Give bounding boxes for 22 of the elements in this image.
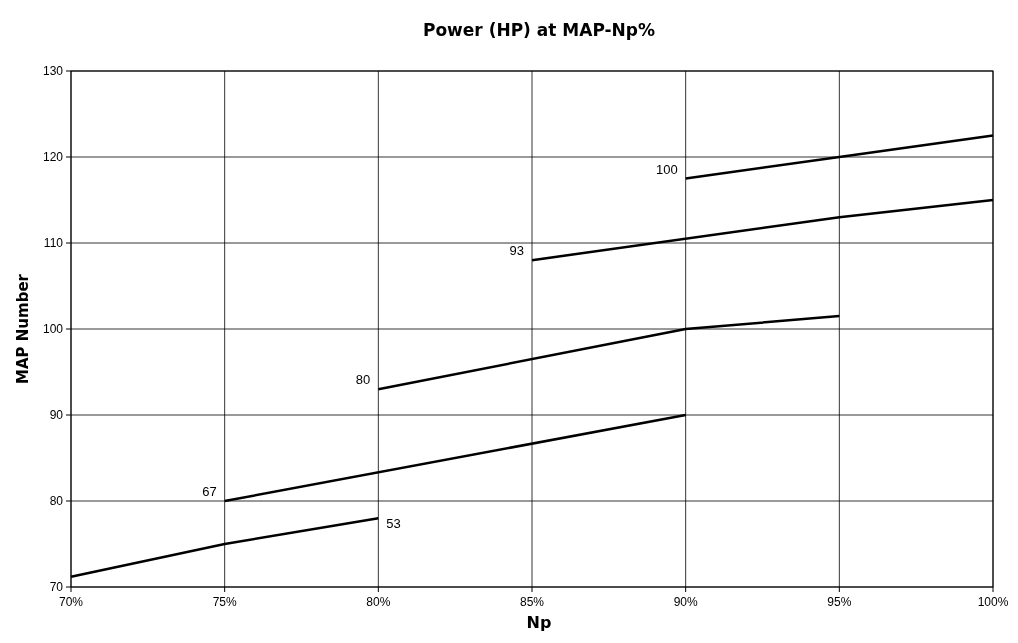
y-tick-label: 100 [42, 322, 64, 336]
chart-title: Power (HP) at MAP-Np% [422, 20, 656, 40]
x-tick-label: 75% [212, 595, 237, 609]
x-tick-label: 90% [673, 595, 698, 609]
y-tick-label: 130 [42, 64, 64, 78]
y-tick-label: 80 [49, 494, 64, 508]
annotation: 53 [386, 516, 401, 532]
x-tick-label: 95% [827, 595, 852, 609]
annotation: 80 [355, 372, 371, 388]
y-tick-label: 90 [49, 408, 64, 422]
annotation: 100 [655, 161, 678, 177]
annotation: 93 [509, 243, 524, 259]
y-axis-title: MAP Number [14, 273, 32, 384]
y-tick-label: 120 [42, 150, 64, 164]
x-tick-label: 80% [366, 595, 391, 609]
x-tick-label: 100% [977, 595, 1009, 609]
x-tick-label: 70% [58, 595, 84, 609]
x-tick-label: 85% [519, 595, 545, 609]
y-tick-label: 110 [43, 236, 64, 250]
annotation: 67 [202, 484, 217, 499]
x-axis-title: Np [526, 613, 552, 632]
y-tick-label: 70 [49, 580, 64, 594]
